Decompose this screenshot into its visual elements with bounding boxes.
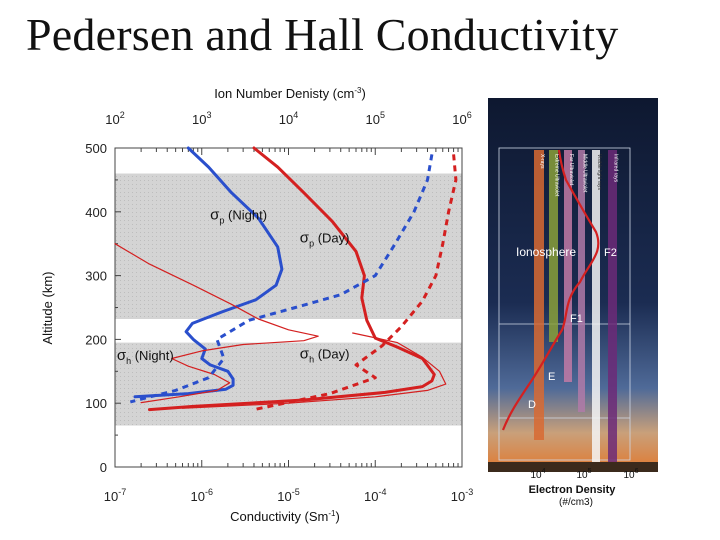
- y-tick-label: 400: [85, 205, 107, 220]
- annotation-sp-night: σp (Night): [210, 206, 267, 225]
- annotation-sp-day: σp (Day): [300, 229, 350, 248]
- inset-frame: [498, 147, 631, 461]
- y-tick-label: 300: [85, 269, 107, 284]
- x-tick-label: 10-5: [277, 487, 299, 504]
- x-axis-label-end: ): [336, 509, 340, 524]
- inset-ground: [488, 462, 658, 472]
- x-axis-label-main: Conductivity (Sm: [230, 509, 328, 524]
- radiation-band-label-0: X-rays: [539, 154, 545, 169]
- top-axis-label-end: ): [361, 86, 365, 101]
- ionosphere-inset: X-rays Extreme Ultraviolet Far Ultraviolet…: [488, 98, 658, 514]
- x-tick-label: 106: [452, 110, 471, 127]
- top-axis-label: Ion Number Denisty (cm-3): [214, 86, 366, 101]
- series-line-0: [133, 146, 284, 399]
- annotation-sh-day: σh (Day): [300, 346, 350, 365]
- inset-x-label: Electron Density: [529, 484, 617, 496]
- inset-x-ticks: 104 105 106: [530, 468, 638, 481]
- layer-label-e: E: [548, 371, 555, 383]
- radiation-band-label-2: Far Ultraviolet: [568, 154, 574, 186]
- y-axis-label: Altitude (km): [40, 272, 55, 345]
- x-tick-label: 105: [366, 110, 385, 127]
- shaded-band-upper: [115, 173, 462, 319]
- x-tick-label: 10-4: [364, 487, 386, 504]
- electron-density-profile: [501, 149, 600, 431]
- inset-x-unit: (#/cm3): [559, 497, 593, 508]
- top-axis-label-sup: -3: [354, 86, 362, 95]
- y-tick-label: 100: [85, 396, 107, 411]
- top-axis-label-main: Ion Number Denisty (cm: [214, 86, 354, 101]
- annotation-sh-night: σh (Night): [117, 347, 174, 366]
- x-tick-label: 103: [192, 110, 211, 127]
- inset-x-tick-label: 105: [576, 468, 591, 481]
- series-line-4: [129, 154, 434, 404]
- radiation-band-label-4: Visible light rays: [596, 154, 602, 191]
- x-axis-bottom-ticks: 10-7 10-6 10-5 10-4 10-3: [104, 460, 473, 504]
- layer-label-f2: F2: [604, 247, 617, 259]
- x-tick-label: 10-6: [191, 487, 213, 504]
- shaded-band-lower: [115, 342, 462, 426]
- x-tick-label: 102: [105, 110, 124, 127]
- series-line-3: [181, 332, 447, 409]
- layer-label-f1: F1: [570, 313, 583, 325]
- ionosphere-label: Ionosphere: [516, 245, 576, 259]
- radiation-band-label-1: Extreme Ultraviolet: [554, 154, 560, 197]
- x-tick-label: 104: [279, 110, 298, 127]
- x-axis-top-ticks: 102 103 104 105 106: [105, 110, 472, 155]
- series-line-2: [114, 243, 319, 404]
- radiation-band-4: [592, 150, 600, 462]
- radiation-band-label-3: Middle Ultraviolet: [582, 154, 588, 193]
- radiation-band-2: [564, 150, 572, 382]
- y-tick-label: 200: [85, 332, 107, 347]
- inset-x-tick-label: 104: [530, 468, 545, 481]
- radiation-band-1: [549, 150, 558, 342]
- conductivity-chart: 0 100 200 300 400 500 10-7 10-6 10-5 10-4 10-3 10…: [40, 86, 473, 524]
- annotations: σp (Night) σp (Day) σh (Night) σh (Day): [117, 206, 350, 365]
- inset-x-tick-label: 106: [623, 468, 638, 481]
- x-axis-label-sup: -1: [328, 509, 336, 518]
- radiation-band-5: [608, 150, 617, 462]
- layer-label-d: D: [528, 399, 536, 411]
- radiation-band-label-5: Infrared rays: [613, 154, 619, 183]
- page-title: Pedersen and Hall Conductivity: [26, 9, 619, 60]
- series-group: [114, 146, 458, 412]
- x-axis-label: Conductivity (Sm-1): [230, 509, 340, 524]
- series-line-1: [148, 146, 436, 412]
- x-tick-label: 10-3: [451, 487, 473, 504]
- radiation-band-0: [534, 150, 544, 440]
- y-axis-ticks: 0 100 200 300 400 500: [85, 141, 121, 475]
- x-tick-label: 10-7: [104, 487, 126, 504]
- y-tick-label: 0: [100, 460, 107, 475]
- y-tick-label: 500: [85, 141, 107, 156]
- series-line-5: [253, 154, 458, 412]
